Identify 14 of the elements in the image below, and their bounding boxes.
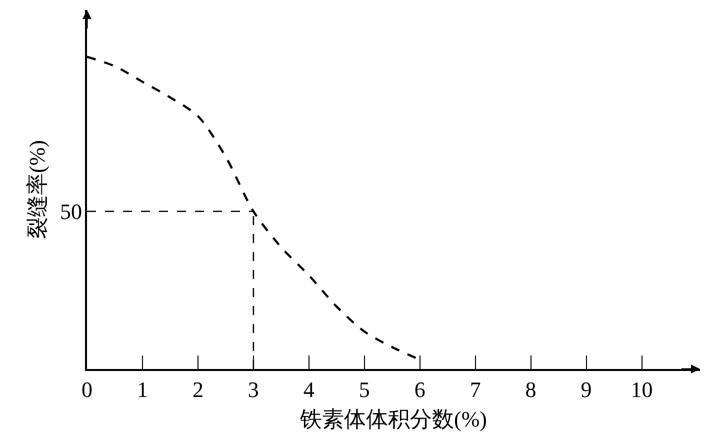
annotation: 50 bbox=[60, 199, 82, 224]
x-tick-label: 3 bbox=[248, 377, 259, 402]
x-tick-label: 9 bbox=[580, 377, 592, 402]
x-tick-label: 2 bbox=[192, 377, 204, 402]
x-axis-title: 铁素体体积分数(%) bbox=[299, 406, 487, 432]
x-tick-label: 8 bbox=[525, 377, 536, 402]
x-tick-label: 5 bbox=[358, 377, 370, 402]
y-axis-title: 裂缝率(%) bbox=[24, 140, 50, 239]
x-tick-label: 10 bbox=[630, 377, 653, 402]
x-tick-label: 7 bbox=[470, 377, 481, 402]
x-tick-label: 0 bbox=[82, 377, 92, 402]
x-tick-label: 4 bbox=[303, 377, 314, 402]
x-tick-label: 1 bbox=[136, 377, 148, 402]
x-tick-label: 6 bbox=[414, 377, 426, 402]
